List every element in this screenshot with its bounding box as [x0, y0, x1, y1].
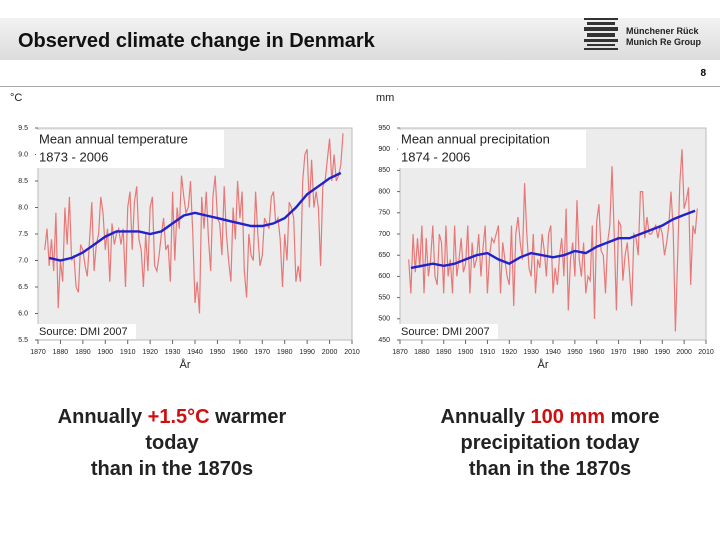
- x-tick-label: 1880: [414, 349, 430, 356]
- trend-line: [48, 171, 342, 262]
- x-tick-label: 1900: [97, 349, 113, 356]
- trend-line: [410, 209, 696, 270]
- x-axis-label: År: [538, 358, 549, 371]
- y-tick-label: 750: [378, 210, 390, 217]
- x-tick-label: 1870: [392, 349, 408, 356]
- y-tick-label: 5.5: [18, 337, 28, 344]
- x-tick-label: 1970: [254, 349, 270, 356]
- x-tick-label: 1990: [299, 349, 315, 356]
- y-tick-label: 650: [378, 252, 390, 259]
- source-box: [398, 324, 498, 339]
- logo-line: Münchener Rück: [626, 26, 699, 36]
- caption-highlight: 100 mm: [530, 406, 606, 428]
- x-tick-label: 1890: [75, 349, 91, 356]
- y-unit: °C: [10, 92, 22, 104]
- x-tick-label: 1960: [589, 349, 605, 356]
- x-tick-label: 1980: [633, 349, 649, 356]
- chart-title: Mean annual precipitation: [401, 131, 550, 146]
- caption-text: warmer: [209, 406, 287, 428]
- annual-line: [408, 149, 698, 332]
- x-tick-label: 2010: [344, 349, 360, 356]
- x-tick-label: 1930: [165, 349, 181, 356]
- x-tick-label: 1920: [142, 349, 158, 356]
- logo-line: Munich Re Group: [626, 37, 701, 47]
- caption-text: Annually: [440, 406, 531, 428]
- x-tick-label: 2000: [676, 349, 692, 356]
- y-tick-label: 7.0: [18, 257, 28, 264]
- y-tick-label: 700: [378, 231, 390, 238]
- label-box: [36, 130, 224, 168]
- y-tick-label: 9.0: [18, 151, 28, 158]
- label-box: [398, 130, 586, 168]
- divider: [0, 86, 720, 87]
- y-tick-label: 800: [378, 188, 390, 195]
- x-axis-label: År: [180, 358, 191, 371]
- x-tick-label: 1940: [545, 349, 561, 356]
- x-tick-label: 1950: [210, 349, 226, 356]
- x-tick-label: 1910: [480, 349, 496, 356]
- y-tick-label: 6.0: [18, 310, 28, 317]
- x-tick-label: 1960: [232, 349, 248, 356]
- y-tick-label: 8.5: [18, 178, 28, 185]
- x-tick-label: 1950: [567, 349, 583, 356]
- x-tick-label: 1890: [436, 349, 452, 356]
- source: Source: DMI 2007: [39, 326, 128, 338]
- y-tick-label: 900: [378, 146, 390, 153]
- y-tick-label: 550: [378, 294, 390, 301]
- x-tick-label: 1910: [120, 349, 136, 356]
- y-tick-label: 950: [378, 125, 390, 132]
- caption-text: than in the 1870s: [90, 458, 254, 480]
- charts: °C 5.5 6.0 6.5 7.0 7.5 8.0 8.5 9.0 9.5 1870 1880 189…: [10, 92, 714, 371]
- caption-text: more: [605, 406, 660, 428]
- caption: Annually +1.5°C warmer today than in the 1…: [22, 404, 322, 482]
- chart-title: Mean annual temperature: [39, 131, 188, 146]
- x-tick-label: 1980: [277, 349, 293, 356]
- chart-subtitle: 1874 - 2006: [401, 149, 470, 164]
- chart-subtitle: 1873 - 2006: [39, 149, 108, 164]
- y-tick-label: 500: [378, 316, 390, 323]
- slide-title: Observed climate change in Denmark: [18, 30, 375, 52]
- y-tick-label: 7.5: [18, 231, 28, 238]
- caption-highlight: +1.5°C: [147, 406, 210, 428]
- y-tick-label: 8.0: [18, 204, 28, 211]
- page-number: 8: [700, 68, 706, 79]
- caption-text: today: [145, 432, 199, 454]
- x-tick-label: 1990: [654, 349, 670, 356]
- y-tick-label: 9.5: [18, 125, 28, 132]
- caption-text: Annually: [57, 406, 148, 428]
- x-tick-label: 1920: [501, 349, 517, 356]
- x-tick-label: 2000: [322, 349, 338, 356]
- x-tick-label: 1870: [30, 349, 46, 356]
- x-tick-label: 1970: [611, 349, 627, 356]
- x-tick-label: 1900: [458, 349, 474, 356]
- x-tick-label: 1880: [53, 349, 69, 356]
- x-tick-label: 2010: [698, 349, 714, 356]
- x-tick-label: 1930: [523, 349, 539, 356]
- y-tick-label: 6.5: [18, 284, 28, 291]
- caption-text: than in the 1870s: [468, 458, 632, 480]
- logo-mark: [584, 18, 618, 50]
- caption: Annually 100 mm more precipitation today t…: [400, 404, 700, 482]
- caption-text: precipitation today: [460, 432, 640, 454]
- y-tick-label: 850: [378, 167, 390, 174]
- y-unit: mm: [376, 92, 394, 104]
- annual-line: [44, 133, 344, 314]
- y-tick-label: 450: [378, 337, 390, 344]
- source: Source: DMI 2007: [401, 326, 490, 338]
- x-tick-label: 1940: [187, 349, 203, 356]
- logo-text: Münchener Rück Munich Re Group: [626, 26, 701, 48]
- source-box: [36, 324, 136, 339]
- y-tick-label: 600: [378, 273, 390, 280]
